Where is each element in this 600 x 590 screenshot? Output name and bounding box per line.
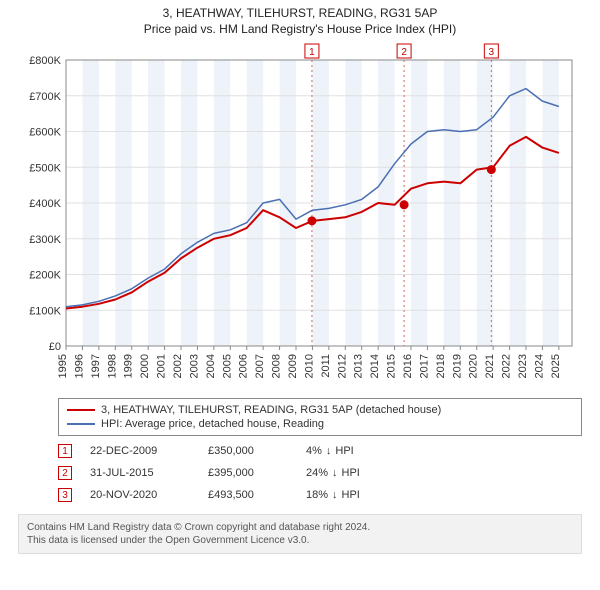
- svg-text:2009: 2009: [287, 354, 299, 378]
- svg-text:2008: 2008: [271, 354, 283, 378]
- svg-text:2014: 2014: [369, 354, 381, 378]
- event-price-1: £350,000: [208, 445, 288, 457]
- title-subtitle: Price paid vs. HM Land Registry's House …: [0, 22, 600, 36]
- svg-text:£300K: £300K: [29, 234, 61, 246]
- arrow-down-icon: ↓: [332, 467, 338, 479]
- legend-item-property: 3, HEATHWAY, TILEHURST, READING, RG31 5A…: [67, 403, 573, 417]
- legend-label-property: 3, HEATHWAY, TILEHURST, READING, RG31 5A…: [101, 404, 441, 416]
- svg-text:2019: 2019: [451, 354, 463, 378]
- svg-text:2005: 2005: [221, 354, 233, 378]
- line-chart: £0 £100K £200K £300K £400K £500K £600K £700K £80…: [20, 42, 580, 392]
- legend-label-hpi: HPI: Average price, detached house, Read…: [101, 418, 324, 430]
- event-marker-1: 1: [58, 444, 72, 458]
- event-date-1: 22-DEC-2009: [90, 445, 190, 457]
- svg-text:2025: 2025: [550, 354, 562, 378]
- svg-text:2015: 2015: [386, 354, 398, 378]
- footer-line1: Contains HM Land Registry data © Crown c…: [27, 521, 573, 534]
- svg-text:2001: 2001: [156, 354, 168, 378]
- svg-text:£0: £0: [49, 341, 61, 353]
- svg-text:2016: 2016: [402, 354, 414, 378]
- svg-text:2011: 2011: [320, 354, 332, 378]
- legend: 3, HEATHWAY, TILEHURST, READING, RG31 5A…: [58, 398, 582, 436]
- legend-swatch-hpi: [67, 423, 95, 425]
- svg-text:2012: 2012: [336, 354, 348, 378]
- svg-text:2021: 2021: [484, 354, 496, 378]
- arrow-down-icon: ↓: [332, 489, 338, 501]
- svg-text:£500K: £500K: [29, 162, 61, 174]
- event-row-2: 2 31-JUL-2015 £395,000 24% ↓ HPI: [58, 462, 582, 484]
- svg-text:2: 2: [401, 47, 407, 58]
- svg-text:3: 3: [489, 47, 495, 58]
- event-delta-2: 24% ↓ HPI: [306, 467, 406, 479]
- svg-text:£200K: £200K: [29, 270, 61, 282]
- event-date-2: 31-JUL-2015: [90, 467, 190, 479]
- svg-text:2017: 2017: [418, 354, 430, 378]
- svg-text:£400K: £400K: [29, 198, 61, 210]
- event-price-2: £395,000: [208, 467, 288, 479]
- svg-text:1998: 1998: [106, 354, 118, 378]
- svg-text:£800K: £800K: [29, 55, 61, 67]
- event-date-3: 20-NOV-2020: [90, 489, 190, 501]
- svg-text:2003: 2003: [188, 354, 200, 378]
- svg-text:2004: 2004: [205, 354, 217, 378]
- svg-text:£100K: £100K: [29, 305, 61, 317]
- svg-text:2024: 2024: [533, 354, 545, 378]
- svg-text:2002: 2002: [172, 354, 184, 378]
- svg-text:1997: 1997: [90, 354, 102, 378]
- svg-text:2007: 2007: [254, 354, 266, 378]
- svg-text:2020: 2020: [468, 354, 480, 378]
- event-row-3: 3 20-NOV-2020 £493,500 18% ↓ HPI: [58, 484, 582, 506]
- svg-text:1: 1: [309, 47, 315, 58]
- chart-container: 3, HEATHWAY, TILEHURST, READING, RG31 5A…: [0, 0, 600, 590]
- svg-text:£600K: £600K: [29, 127, 61, 139]
- event-row-1: 1 22-DEC-2009 £350,000 4% ↓ HPI: [58, 440, 582, 462]
- events-table: 1 22-DEC-2009 £350,000 4% ↓ HPI 2 31-JUL…: [58, 440, 582, 506]
- title-address: 3, HEATHWAY, TILEHURST, READING, RG31 5A…: [0, 6, 600, 20]
- svg-text:2000: 2000: [139, 354, 151, 378]
- title-block: 3, HEATHWAY, TILEHURST, READING, RG31 5A…: [0, 0, 600, 38]
- svg-text:1995: 1995: [57, 354, 69, 378]
- svg-text:2006: 2006: [238, 354, 250, 378]
- svg-text:2022: 2022: [501, 354, 513, 378]
- event-marker-3: 3: [58, 488, 72, 502]
- svg-text:2010: 2010: [303, 354, 315, 378]
- svg-text:2018: 2018: [435, 354, 447, 378]
- svg-text:2013: 2013: [353, 354, 365, 378]
- event-price-3: £493,500: [208, 489, 288, 501]
- arrow-down-icon: ↓: [326, 445, 332, 457]
- svg-text:1999: 1999: [123, 354, 135, 378]
- svg-text:£700K: £700K: [29, 91, 61, 103]
- svg-text:1996: 1996: [73, 354, 85, 378]
- legend-swatch-property: [67, 409, 95, 411]
- footer-line2: This data is licensed under the Open Gov…: [27, 534, 573, 547]
- chart-area: £0 £100K £200K £300K £400K £500K £600K £700K £80…: [20, 42, 580, 392]
- footer-licence: Contains HM Land Registry data © Crown c…: [18, 514, 582, 554]
- event-delta-3: 18% ↓ HPI: [306, 489, 406, 501]
- event-delta-1: 4% ↓ HPI: [306, 445, 406, 457]
- svg-text:2023: 2023: [517, 354, 529, 378]
- event-marker-2: 2: [58, 466, 72, 480]
- legend-item-hpi: HPI: Average price, detached house, Read…: [67, 417, 573, 431]
